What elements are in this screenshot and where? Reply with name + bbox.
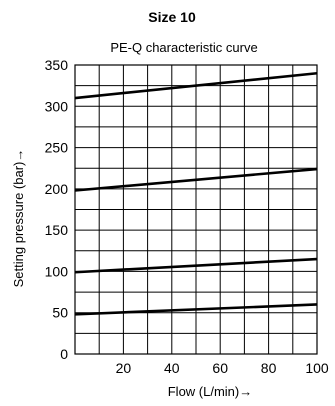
x-tick-label: 60 bbox=[212, 360, 228, 376]
x-tick-label: 20 bbox=[116, 360, 132, 376]
y-tick-label: 200 bbox=[45, 181, 69, 197]
y-tick-label: 150 bbox=[45, 222, 69, 238]
series-line bbox=[74, 303, 318, 316]
y-tick-label: 250 bbox=[45, 140, 69, 156]
chart-title: Size 10 bbox=[148, 9, 196, 25]
y-tick-label: 50 bbox=[52, 305, 68, 321]
y-tick-label: 300 bbox=[45, 98, 69, 114]
series-lines bbox=[74, 71, 318, 316]
y-axis-label: Setting pressure (bar)→ bbox=[11, 149, 26, 288]
plot-frame bbox=[74, 64, 318, 355]
y-tick-label: 0 bbox=[60, 346, 68, 362]
x-axis-label: Flow (L/min)→ bbox=[168, 384, 253, 399]
x-tick-label: 40 bbox=[164, 360, 180, 376]
tick-labels: 0 50 100 150 200 250 300 350 20 40 60 80 100 bbox=[45, 57, 329, 376]
series-line bbox=[74, 257, 318, 274]
x-tick-label: 80 bbox=[261, 360, 277, 376]
x-tick-label: 100 bbox=[305, 360, 329, 376]
chart-subtitle: PE-Q characteristic curve bbox=[110, 40, 257, 55]
y-tick-label: 350 bbox=[45, 57, 69, 73]
series-line bbox=[74, 167, 318, 192]
y-tick-label: 100 bbox=[45, 263, 69, 279]
series-line bbox=[74, 71, 318, 100]
